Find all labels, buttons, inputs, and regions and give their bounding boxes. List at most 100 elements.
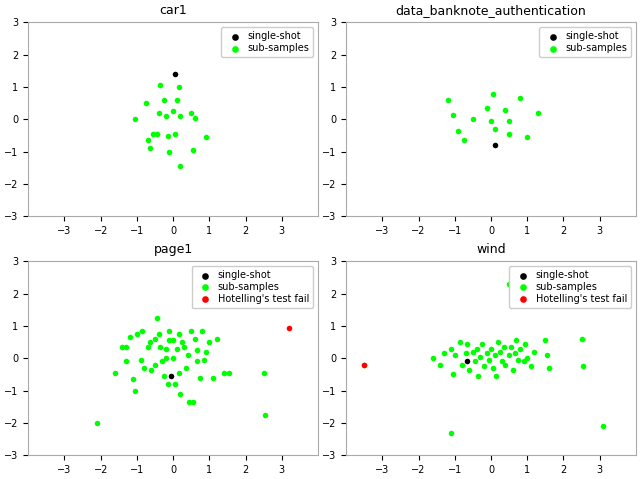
sub-samples — [448, 371, 458, 378]
sub-samples — [461, 350, 471, 357]
single-shot — [462, 358, 472, 365]
sub-samples — [455, 338, 465, 346]
sub-samples — [180, 364, 191, 372]
sub-samples — [143, 343, 153, 351]
sub-samples — [540, 337, 550, 344]
sub-samples — [195, 374, 205, 381]
Title: data_banknote_authentication: data_banknote_authentication — [396, 4, 586, 17]
sub-samples — [191, 358, 202, 365]
sub-samples — [442, 96, 452, 104]
sub-samples — [459, 137, 469, 144]
sub-samples — [125, 333, 135, 341]
sub-samples — [172, 96, 182, 104]
sub-samples — [497, 358, 507, 365]
sub-samples — [495, 348, 505, 355]
sub-samples — [499, 343, 509, 351]
sub-samples — [148, 130, 158, 138]
sub-samples — [500, 361, 511, 368]
sub-samples — [175, 113, 186, 120]
sub-samples — [186, 109, 196, 117]
sub-samples — [147, 365, 157, 373]
sub-samples — [173, 330, 184, 338]
sub-samples — [492, 372, 502, 380]
sub-samples — [163, 380, 173, 388]
sub-samples — [515, 94, 525, 102]
sub-samples — [486, 345, 496, 353]
sub-samples — [117, 343, 127, 351]
sub-samples — [130, 115, 140, 123]
sub-samples — [121, 358, 131, 365]
sub-samples — [156, 81, 166, 89]
sub-samples — [188, 398, 198, 406]
sub-samples — [150, 335, 160, 342]
sub-samples — [197, 327, 207, 335]
sub-samples — [488, 364, 498, 372]
sub-samples — [468, 115, 478, 123]
sub-samples — [504, 280, 514, 288]
Legend: single-shot, sub-samples: single-shot, sub-samples — [539, 27, 631, 57]
sub-samples — [446, 345, 456, 353]
sub-samples — [490, 351, 500, 359]
sub-samples — [500, 106, 511, 114]
sub-samples — [446, 429, 456, 436]
sub-samples — [533, 109, 543, 117]
sub-samples — [161, 345, 171, 353]
sub-samples — [157, 358, 167, 365]
sub-samples — [457, 361, 467, 368]
sub-samples — [577, 335, 587, 342]
sub-samples — [504, 351, 514, 359]
sub-samples — [224, 369, 234, 376]
sub-samples — [152, 130, 162, 138]
sub-samples — [143, 137, 153, 144]
sub-samples — [159, 372, 169, 380]
sub-samples — [173, 83, 184, 91]
sub-samples — [156, 343, 166, 351]
sub-samples — [189, 335, 200, 342]
sub-samples — [204, 338, 214, 346]
sub-samples — [136, 356, 146, 364]
sub-samples — [359, 361, 369, 368]
sub-samples — [161, 354, 171, 362]
Legend: single-shot, sub-samples: single-shot, sub-samples — [221, 27, 313, 57]
sub-samples — [477, 340, 487, 347]
sub-samples — [475, 353, 485, 360]
sub-samples — [200, 133, 211, 141]
sub-samples — [453, 127, 463, 135]
sub-samples — [128, 376, 138, 383]
Title: car1: car1 — [159, 4, 187, 17]
Title: page1: page1 — [154, 243, 193, 256]
sub-samples — [154, 109, 164, 117]
sub-samples — [170, 380, 180, 388]
sub-samples — [132, 330, 142, 338]
single-shot — [170, 70, 180, 78]
sub-samples — [168, 107, 178, 115]
sub-samples — [544, 364, 554, 372]
sub-samples — [199, 356, 209, 364]
sub-samples — [508, 365, 518, 373]
sub-samples — [522, 133, 532, 141]
sub-samples — [518, 358, 529, 365]
sub-samples — [428, 354, 438, 362]
sub-samples — [259, 369, 269, 376]
sub-samples — [219, 369, 229, 376]
sub-samples — [448, 111, 458, 118]
sub-samples — [483, 104, 493, 112]
single-shot — [166, 372, 177, 380]
sub-samples — [515, 345, 525, 353]
sub-samples — [542, 351, 552, 359]
sub-samples — [260, 411, 271, 419]
sub-samples — [161, 113, 171, 120]
sub-samples — [484, 356, 494, 364]
sub-samples — [177, 338, 188, 346]
sub-samples — [211, 335, 221, 342]
sub-samples — [462, 340, 472, 347]
sub-samples — [490, 125, 500, 133]
sub-samples — [483, 350, 493, 357]
sub-samples — [173, 369, 184, 376]
sub-samples — [164, 148, 175, 156]
sub-samples — [150, 361, 160, 368]
sub-samples — [163, 132, 173, 139]
sub-samples — [509, 350, 520, 357]
sub-samples — [175, 390, 186, 398]
sub-samples — [504, 130, 514, 138]
